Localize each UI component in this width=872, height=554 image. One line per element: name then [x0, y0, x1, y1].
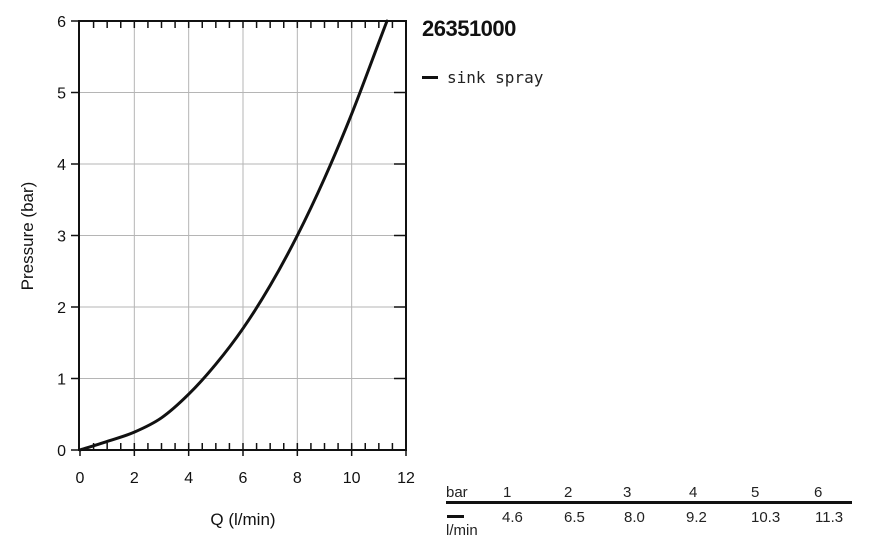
series-line-sink-spray — [78, 19, 389, 452]
table-flow-value: 9.2 — [686, 509, 707, 526]
legend-swatch-sink-spray — [422, 76, 438, 79]
y-tick-label: 0 — [57, 443, 66, 460]
x-tick-label: 2 — [130, 470, 139, 487]
y-axis-title: Pressure (bar) — [18, 182, 37, 291]
table-pressure-header: bar — [446, 484, 468, 501]
minor-ticks — [92, 21, 394, 450]
table-flow-value: 11.3 — [815, 509, 844, 526]
table-pressure-value: 5 — [751, 484, 760, 501]
x-tick-label: 8 — [293, 470, 302, 487]
x-tick-label: 0 — [76, 470, 85, 487]
y-tick-label: 5 — [57, 86, 66, 103]
table-series-swatch — [447, 515, 464, 518]
table-pressure-value: 2 — [564, 484, 573, 501]
y-tick-label: 1 — [57, 372, 66, 389]
table-flow-value: 8.0 — [624, 509, 645, 526]
table-pressure-value: 1 — [503, 484, 512, 501]
y-tick-label: 6 — [57, 14, 66, 31]
table-divider — [446, 501, 852, 504]
y-tick-label: 3 — [57, 229, 66, 246]
table-flow-value: 4.6 — [502, 509, 523, 526]
grid-lines — [71, 20, 407, 456]
x-tick-label: 6 — [239, 470, 248, 487]
table-pressure-value: 6 — [814, 484, 823, 501]
legend: sink spray — [422, 68, 543, 87]
chart-title: 26351000 — [422, 16, 516, 41]
x-tick-label: 10 — [343, 470, 361, 487]
table-flow-header: l/min — [446, 522, 478, 539]
y-tick-label: 4 — [57, 157, 66, 174]
table-pressure-value: 4 — [689, 484, 698, 501]
table-pressure-value: 3 — [623, 484, 632, 501]
y-tick-label: 2 — [57, 300, 66, 317]
x-tick-label: 4 — [184, 470, 193, 487]
legend-label-sink-spray: sink spray — [447, 68, 544, 87]
table-flow-value: 10.3 — [751, 509, 781, 526]
x-tick-label: 12 — [397, 470, 415, 487]
x-axis-title: Q (l/min) — [210, 510, 275, 529]
table-flow-value: 6.5 — [564, 509, 585, 526]
